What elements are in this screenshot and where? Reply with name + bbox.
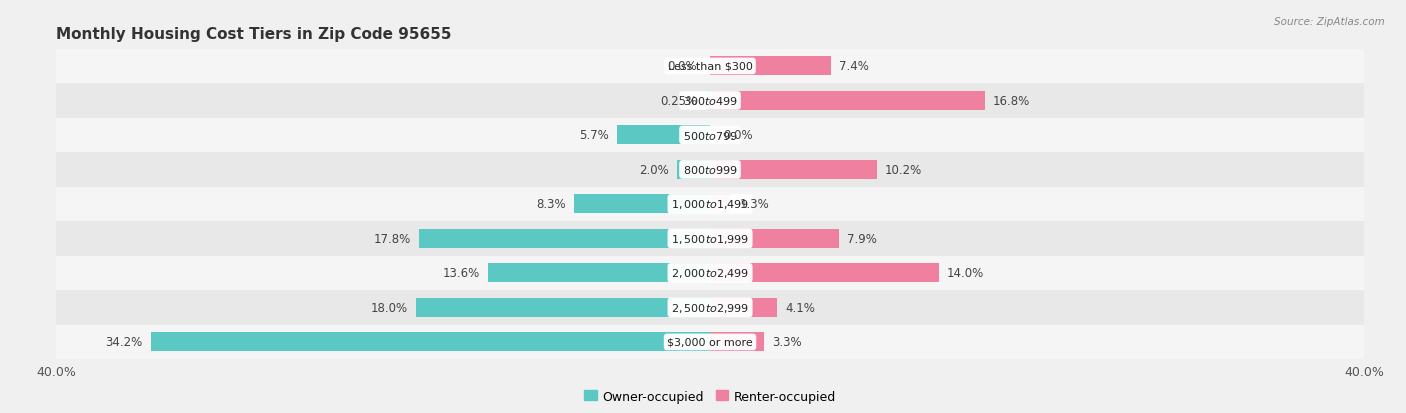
Bar — [710, 195, 731, 214]
Text: 4.1%: 4.1% — [785, 301, 815, 314]
Text: $1,000 to $1,499: $1,000 to $1,499 — [671, 198, 749, 211]
Text: 7.4%: 7.4% — [839, 60, 869, 73]
Bar — [56, 290, 1364, 325]
Bar — [56, 256, 1364, 290]
Bar — [56, 50, 1364, 84]
Text: 0.25%: 0.25% — [659, 95, 697, 108]
Bar — [419, 229, 710, 248]
Bar — [488, 264, 710, 283]
Bar — [575, 195, 710, 214]
Bar — [706, 92, 710, 111]
Bar — [710, 57, 831, 76]
Text: Monthly Housing Cost Tiers in Zip Code 95655: Monthly Housing Cost Tiers in Zip Code 9… — [56, 26, 451, 41]
Bar — [678, 161, 710, 180]
Text: 1.3%: 1.3% — [740, 198, 769, 211]
Bar — [617, 126, 710, 145]
Text: Source: ZipAtlas.com: Source: ZipAtlas.com — [1274, 17, 1385, 26]
Bar — [710, 332, 763, 351]
Text: 0.0%: 0.0% — [668, 60, 697, 73]
Text: 16.8%: 16.8% — [993, 95, 1031, 108]
Text: 34.2%: 34.2% — [105, 336, 143, 349]
Text: $1,500 to $1,999: $1,500 to $1,999 — [671, 233, 749, 245]
Bar — [56, 325, 1364, 359]
Legend: Owner-occupied, Renter-occupied: Owner-occupied, Renter-occupied — [585, 390, 835, 403]
Bar — [56, 187, 1364, 222]
Text: 5.7%: 5.7% — [579, 129, 609, 142]
Text: $3,000 or more: $3,000 or more — [668, 337, 752, 347]
Bar — [710, 161, 877, 180]
Text: $2,000 to $2,499: $2,000 to $2,499 — [671, 267, 749, 280]
Bar — [710, 264, 939, 283]
Text: 8.3%: 8.3% — [537, 198, 567, 211]
Text: $300 to $499: $300 to $499 — [682, 95, 738, 107]
Text: $500 to $799: $500 to $799 — [682, 130, 738, 142]
Bar — [710, 92, 984, 111]
Bar — [56, 153, 1364, 187]
Bar — [56, 222, 1364, 256]
Text: Less than $300: Less than $300 — [668, 62, 752, 72]
Bar — [416, 298, 710, 317]
Text: 18.0%: 18.0% — [371, 301, 408, 314]
Bar — [710, 298, 778, 317]
Text: 10.2%: 10.2% — [884, 164, 922, 176]
Text: 17.8%: 17.8% — [374, 233, 411, 245]
Text: 0.0%: 0.0% — [723, 129, 752, 142]
Text: 2.0%: 2.0% — [640, 164, 669, 176]
Text: 7.9%: 7.9% — [848, 233, 877, 245]
Text: 14.0%: 14.0% — [948, 267, 984, 280]
Text: 13.6%: 13.6% — [443, 267, 479, 280]
Bar — [56, 119, 1364, 153]
Text: $800 to $999: $800 to $999 — [682, 164, 738, 176]
Bar — [710, 229, 839, 248]
Text: 3.3%: 3.3% — [772, 336, 801, 349]
Bar — [150, 332, 710, 351]
Text: $2,500 to $2,999: $2,500 to $2,999 — [671, 301, 749, 314]
Bar — [56, 84, 1364, 119]
